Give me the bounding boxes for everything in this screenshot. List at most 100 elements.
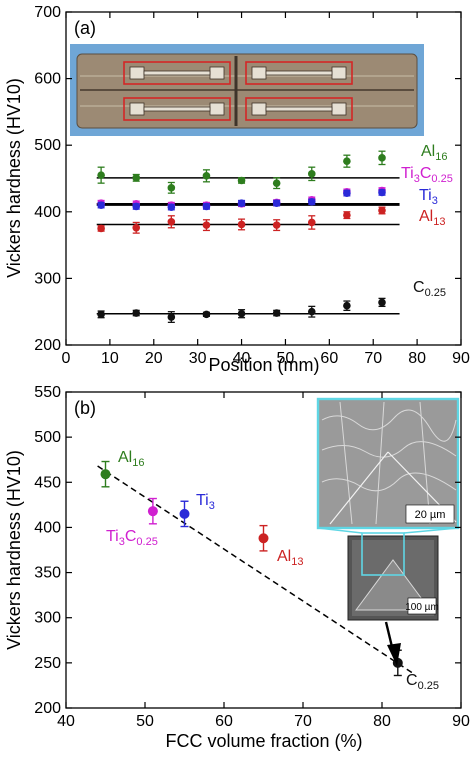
data-point-C0.25: [378, 298, 386, 307]
data-point-Ti3: [343, 189, 351, 197]
data-point-C0.25: [202, 310, 211, 319]
data-point-Ti3: [97, 201, 105, 209]
panel-b-ytick-label: 250: [34, 655, 61, 672]
panel-b-xtick-label: 90: [452, 713, 470, 730]
arrow-to-c025: [384, 621, 401, 666]
data-point-C0.25: [132, 309, 141, 317]
panel-a-xtick-label: 20: [145, 350, 163, 367]
data-point-Al13: [237, 220, 246, 229]
panel-a-ytick-label: 200: [34, 337, 61, 354]
panel-a-ytick-label: 600: [34, 71, 61, 88]
data-point-C0.25: [97, 310, 105, 319]
panel-a-xlabel: Position (mm): [208, 355, 319, 375]
scale-bar-box: [407, 597, 437, 615]
data-point-C0.25: [343, 301, 351, 310]
data-point-Al13: [378, 206, 386, 215]
grain-boundaries: [321, 401, 457, 525]
panel-a-xtick-label: 40: [233, 350, 251, 367]
point-label-ti3c025: Ti3C0.25: [106, 528, 158, 548]
data-point-Al16: [237, 176, 246, 185]
data-point-Ti3: [237, 199, 246, 207]
panel-a-xtick-label: 60: [320, 350, 338, 367]
axis-ticks: 40 50 60 70 80 90 200 250 300 350 400 450 500 550: [34, 384, 470, 730]
data-point-Al13: [343, 211, 351, 219]
data-point-Al16: [378, 154, 386, 162]
axis-ticks: 0 10 20 30 40 50 60 70 80 90 200 300 400 500 600 700: [34, 4, 470, 367]
panel-b-xtick-label: 50: [136, 713, 154, 730]
series-points: [97, 150, 386, 324]
data-point-Ti3C0.25: [147, 506, 158, 517]
data-point-Al16: [202, 172, 211, 180]
panel-a-xtick-label: 90: [452, 350, 470, 367]
data-point-Ti3: [202, 202, 211, 211]
panel-a-xtick-label: 10: [101, 350, 119, 367]
data-point-Al13: [167, 217, 176, 226]
series-label-ti3c025: Ti3C0.25: [401, 165, 453, 185]
data-point-Ti3: [272, 199, 281, 207]
series-label-al16: Al16: [421, 143, 447, 163]
panel-b-ytick-label: 500: [34, 429, 61, 446]
panel-a-xtick-label: 80: [408, 350, 426, 367]
series-labels: Al16 Ti3C0.25 Ti3 Al13 C0.25: [401, 143, 453, 299]
scale-bar-20um: 20 µm: [415, 509, 446, 521]
panel-b-xtick-label: 80: [373, 713, 391, 730]
panel-b-xtick-label: 60: [215, 713, 233, 730]
data-point-Al16: [343, 157, 351, 165]
panel-a-ytick-label: 500: [34, 137, 61, 154]
tensile-bar-outline: [123, 97, 231, 121]
data-point-Ti3: [167, 203, 176, 211]
point-label-ti3: Ti3: [196, 492, 215, 512]
data-point-Ti3: [179, 508, 190, 519]
point-label-c025: C0.25: [406, 672, 439, 692]
data-point-Al16: [272, 179, 281, 187]
panel-a-xtick-label: 30: [189, 350, 207, 367]
data-point-Ti3: [378, 188, 386, 197]
panel-a-label: (a): [74, 18, 96, 38]
data-point-Al16: [132, 174, 141, 182]
panel-a-ytick-label: 400: [34, 204, 61, 221]
panel-a-ytick-label: 300: [34, 270, 61, 287]
panel-b-xlabel: FCC volume fraction (%): [165, 731, 362, 751]
panel-b: 100 µm 20 µm 40 50 60 70 80 90 200 250 300 350 400…: [4, 384, 470, 751]
panel-a: 0 10 20 30 40 50 60 70 80 90 200 300 400 500 600 700 (a…: [4, 4, 470, 375]
data-point-C0.25: [307, 307, 316, 316]
data-point-Ti3: [132, 202, 141, 211]
tensile-bar-outline: [123, 61, 231, 85]
panel-b-ytick-label: 200: [34, 700, 61, 717]
point-label-al16: Al16: [118, 449, 144, 469]
tensile-bar-outline: [245, 97, 353, 121]
panel-b-ytick-label: 300: [34, 610, 61, 627]
data-point-C0.25: [167, 313, 176, 321]
data-point-Al13: [202, 221, 211, 229]
micrograph-inset: 100 µm 20 µm: [316, 397, 460, 621]
data-point-Al16: [307, 170, 316, 178]
panel-a-frame: [65, 11, 462, 346]
panel-a-xtick-label: 50: [277, 350, 295, 367]
panel-a-xtick-label: 70: [364, 350, 382, 367]
panel-b-ytick-label: 400: [34, 519, 61, 536]
specimen-photo-inset: [70, 44, 424, 136]
mean-lines: [96, 177, 400, 315]
indentation-mark: [355, 559, 431, 611]
series-label-ti3: Ti3: [419, 187, 438, 207]
panel-b-ytick-label: 550: [34, 384, 61, 401]
scale-bar-box: [405, 504, 455, 524]
data-point-Al13: [307, 218, 316, 227]
panel-b-xtick-label: 40: [57, 713, 75, 730]
panel-a-xtick-label: 0: [62, 350, 71, 367]
data-point-Al13: [258, 533, 269, 544]
zoom-region: [361, 532, 405, 576]
data-point-C0.25: [272, 309, 281, 317]
panel-b-ytick-label: 450: [34, 474, 61, 491]
data-point-Al13: [97, 224, 105, 233]
series-label-c025: C0.25: [413, 279, 446, 299]
point-label-al13: Al13: [277, 548, 303, 568]
dogbone-specimens: [129, 66, 347, 116]
data-point-Al16: [100, 469, 111, 480]
point-labels: Al16 Ti3C0.25 Ti3 Al13 C0.25: [106, 449, 439, 692]
data-point-Al13: [132, 223, 141, 232]
series-label-al13: Al13: [419, 208, 445, 228]
scale-bar-100um: 100 µm: [405, 602, 439, 613]
